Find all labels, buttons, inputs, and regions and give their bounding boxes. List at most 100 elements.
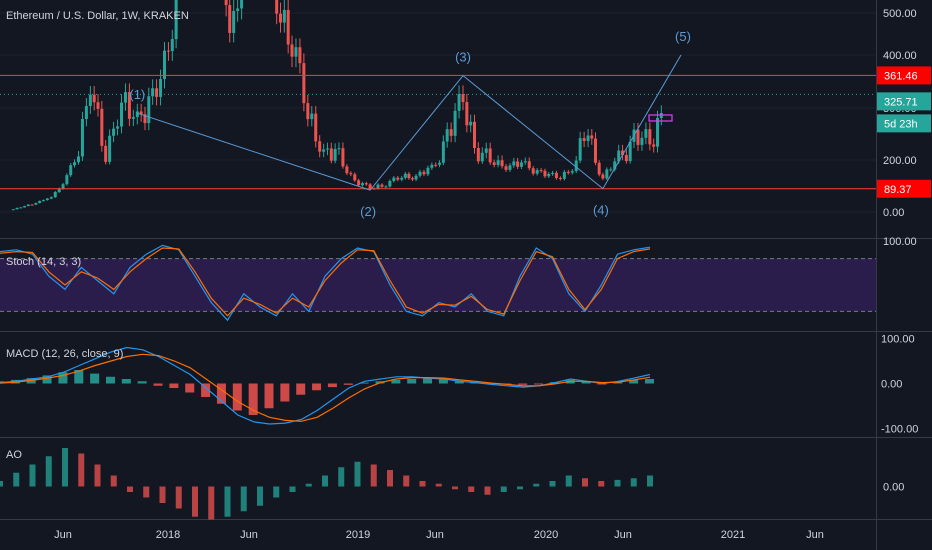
- candle-body: [562, 171, 566, 179]
- candle-body: [380, 184, 384, 187]
- ao-hist-bar: [614, 479, 621, 487]
- ao-hist-bar: [78, 453, 85, 487]
- macd-hist-bar: [454, 380, 464, 384]
- candle-body: [139, 111, 143, 115]
- candle-body: [601, 174, 605, 179]
- badge-resistance: 361.46: [884, 70, 918, 82]
- candle-body: [349, 173, 353, 175]
- ao-hist-bar: [192, 486, 198, 517]
- badge-resistance-bg: [877, 66, 931, 85]
- candle-body: [531, 168, 535, 174]
- candle-body: [578, 138, 582, 161]
- macd-hist-bar: [327, 383, 337, 388]
- candle-body: [566, 171, 570, 173]
- macd-hist-bar: [201, 383, 211, 397]
- ao-hist-bar: [598, 481, 605, 487]
- candle-body: [410, 178, 414, 180]
- candle-body: [119, 102, 123, 127]
- candle-body: [636, 129, 640, 145]
- candle-body: [310, 113, 314, 120]
- ao-hist-bar: [305, 483, 312, 487]
- price-tick-label-3: 200.00: [883, 155, 917, 167]
- wave-label-1: (1): [129, 87, 145, 102]
- ao-hist-bar: [403, 475, 410, 487]
- badge-support: 89.37: [884, 184, 912, 196]
- candle-body: [593, 138, 597, 163]
- macd-hist-bar: [42, 375, 52, 384]
- candle-body: [341, 148, 345, 167]
- candle-body: [527, 161, 531, 169]
- candle-body: [147, 96, 151, 124]
- ao-hist-bar: [338, 467, 345, 487]
- macd-hist-bar: [248, 383, 258, 415]
- candle-body: [407, 173, 411, 179]
- candle-body: [426, 167, 430, 175]
- candle-body: [290, 44, 294, 57]
- candle-body: [224, 0, 228, 6]
- macd-hist-bar: [629, 379, 639, 384]
- ao-hist-bar: [484, 486, 491, 495]
- macd-hist-bar: [58, 372, 68, 384]
- candle-body: [543, 170, 547, 177]
- candle-body: [414, 175, 418, 180]
- candles-group: [11, 0, 663, 211]
- ao-hist-bar: [322, 475, 328, 487]
- candle-body: [333, 149, 337, 161]
- candle-body: [418, 171, 422, 176]
- candle-body: [368, 184, 372, 189]
- candle-body: [609, 169, 613, 171]
- candle-body: [376, 184, 380, 189]
- ao-hist-bar: [289, 486, 296, 492]
- candle-body: [170, 39, 174, 51]
- candle-body: [49, 197, 53, 199]
- time-axis-label-7: 2021: [721, 529, 745, 541]
- macd-hist-bar: [185, 383, 195, 393]
- ao-hist-bar: [435, 483, 442, 487]
- ao-hist-bar: [647, 475, 653, 487]
- candle-body: [582, 138, 586, 141]
- ao-hist-bar: [630, 478, 637, 487]
- candle-body: [73, 162, 77, 166]
- macd-hist-bar: [312, 383, 322, 391]
- candle-body: [123, 92, 127, 103]
- candle-body: [441, 141, 445, 163]
- macd-hist-bar: [438, 379, 448, 384]
- wave-segment-2: [462, 75, 604, 189]
- macd-hist-bar: [423, 378, 433, 384]
- ao-hist-bar: [127, 486, 133, 492]
- badge-current: 325.71: [884, 96, 918, 108]
- candle-body: [512, 161, 516, 166]
- candle-body: [488, 148, 492, 163]
- candle-body: [388, 180, 392, 187]
- macd-hist-bar: [645, 379, 654, 384]
- candle-body: [640, 137, 644, 145]
- ao-hist-bar: [240, 486, 247, 512]
- ao-hist-bar: [500, 486, 507, 492]
- candle-body: [496, 160, 500, 165]
- candle-body: [286, 9, 290, 45]
- ao-hist-bar: [533, 483, 540, 487]
- macd-hist-bar: [407, 379, 417, 384]
- candle-body: [116, 126, 120, 129]
- candle-body: [621, 150, 625, 156]
- candle-body: [438, 162, 442, 165]
- candle-body: [461, 94, 465, 103]
- candle-body: [574, 160, 578, 172]
- ao-hist-bar: [273, 486, 280, 498]
- candle-body: [108, 135, 112, 162]
- candle-body: [166, 50, 170, 52]
- candle-body: [430, 164, 434, 168]
- ao-hist-bar: [0, 481, 3, 487]
- macd-pane-label: MACD (12, 26, close, 9): [6, 348, 124, 360]
- candle-body: [504, 166, 508, 170]
- candle-body: [45, 198, 49, 201]
- candle-body: [294, 47, 298, 57]
- candle-body: [597, 162, 601, 175]
- candle-body: [353, 174, 357, 181]
- candle-body: [302, 63, 306, 104]
- macd-hist-bar: [169, 383, 179, 388]
- stoch-k-line: [0, 244, 651, 322]
- candle-body: [61, 184, 65, 189]
